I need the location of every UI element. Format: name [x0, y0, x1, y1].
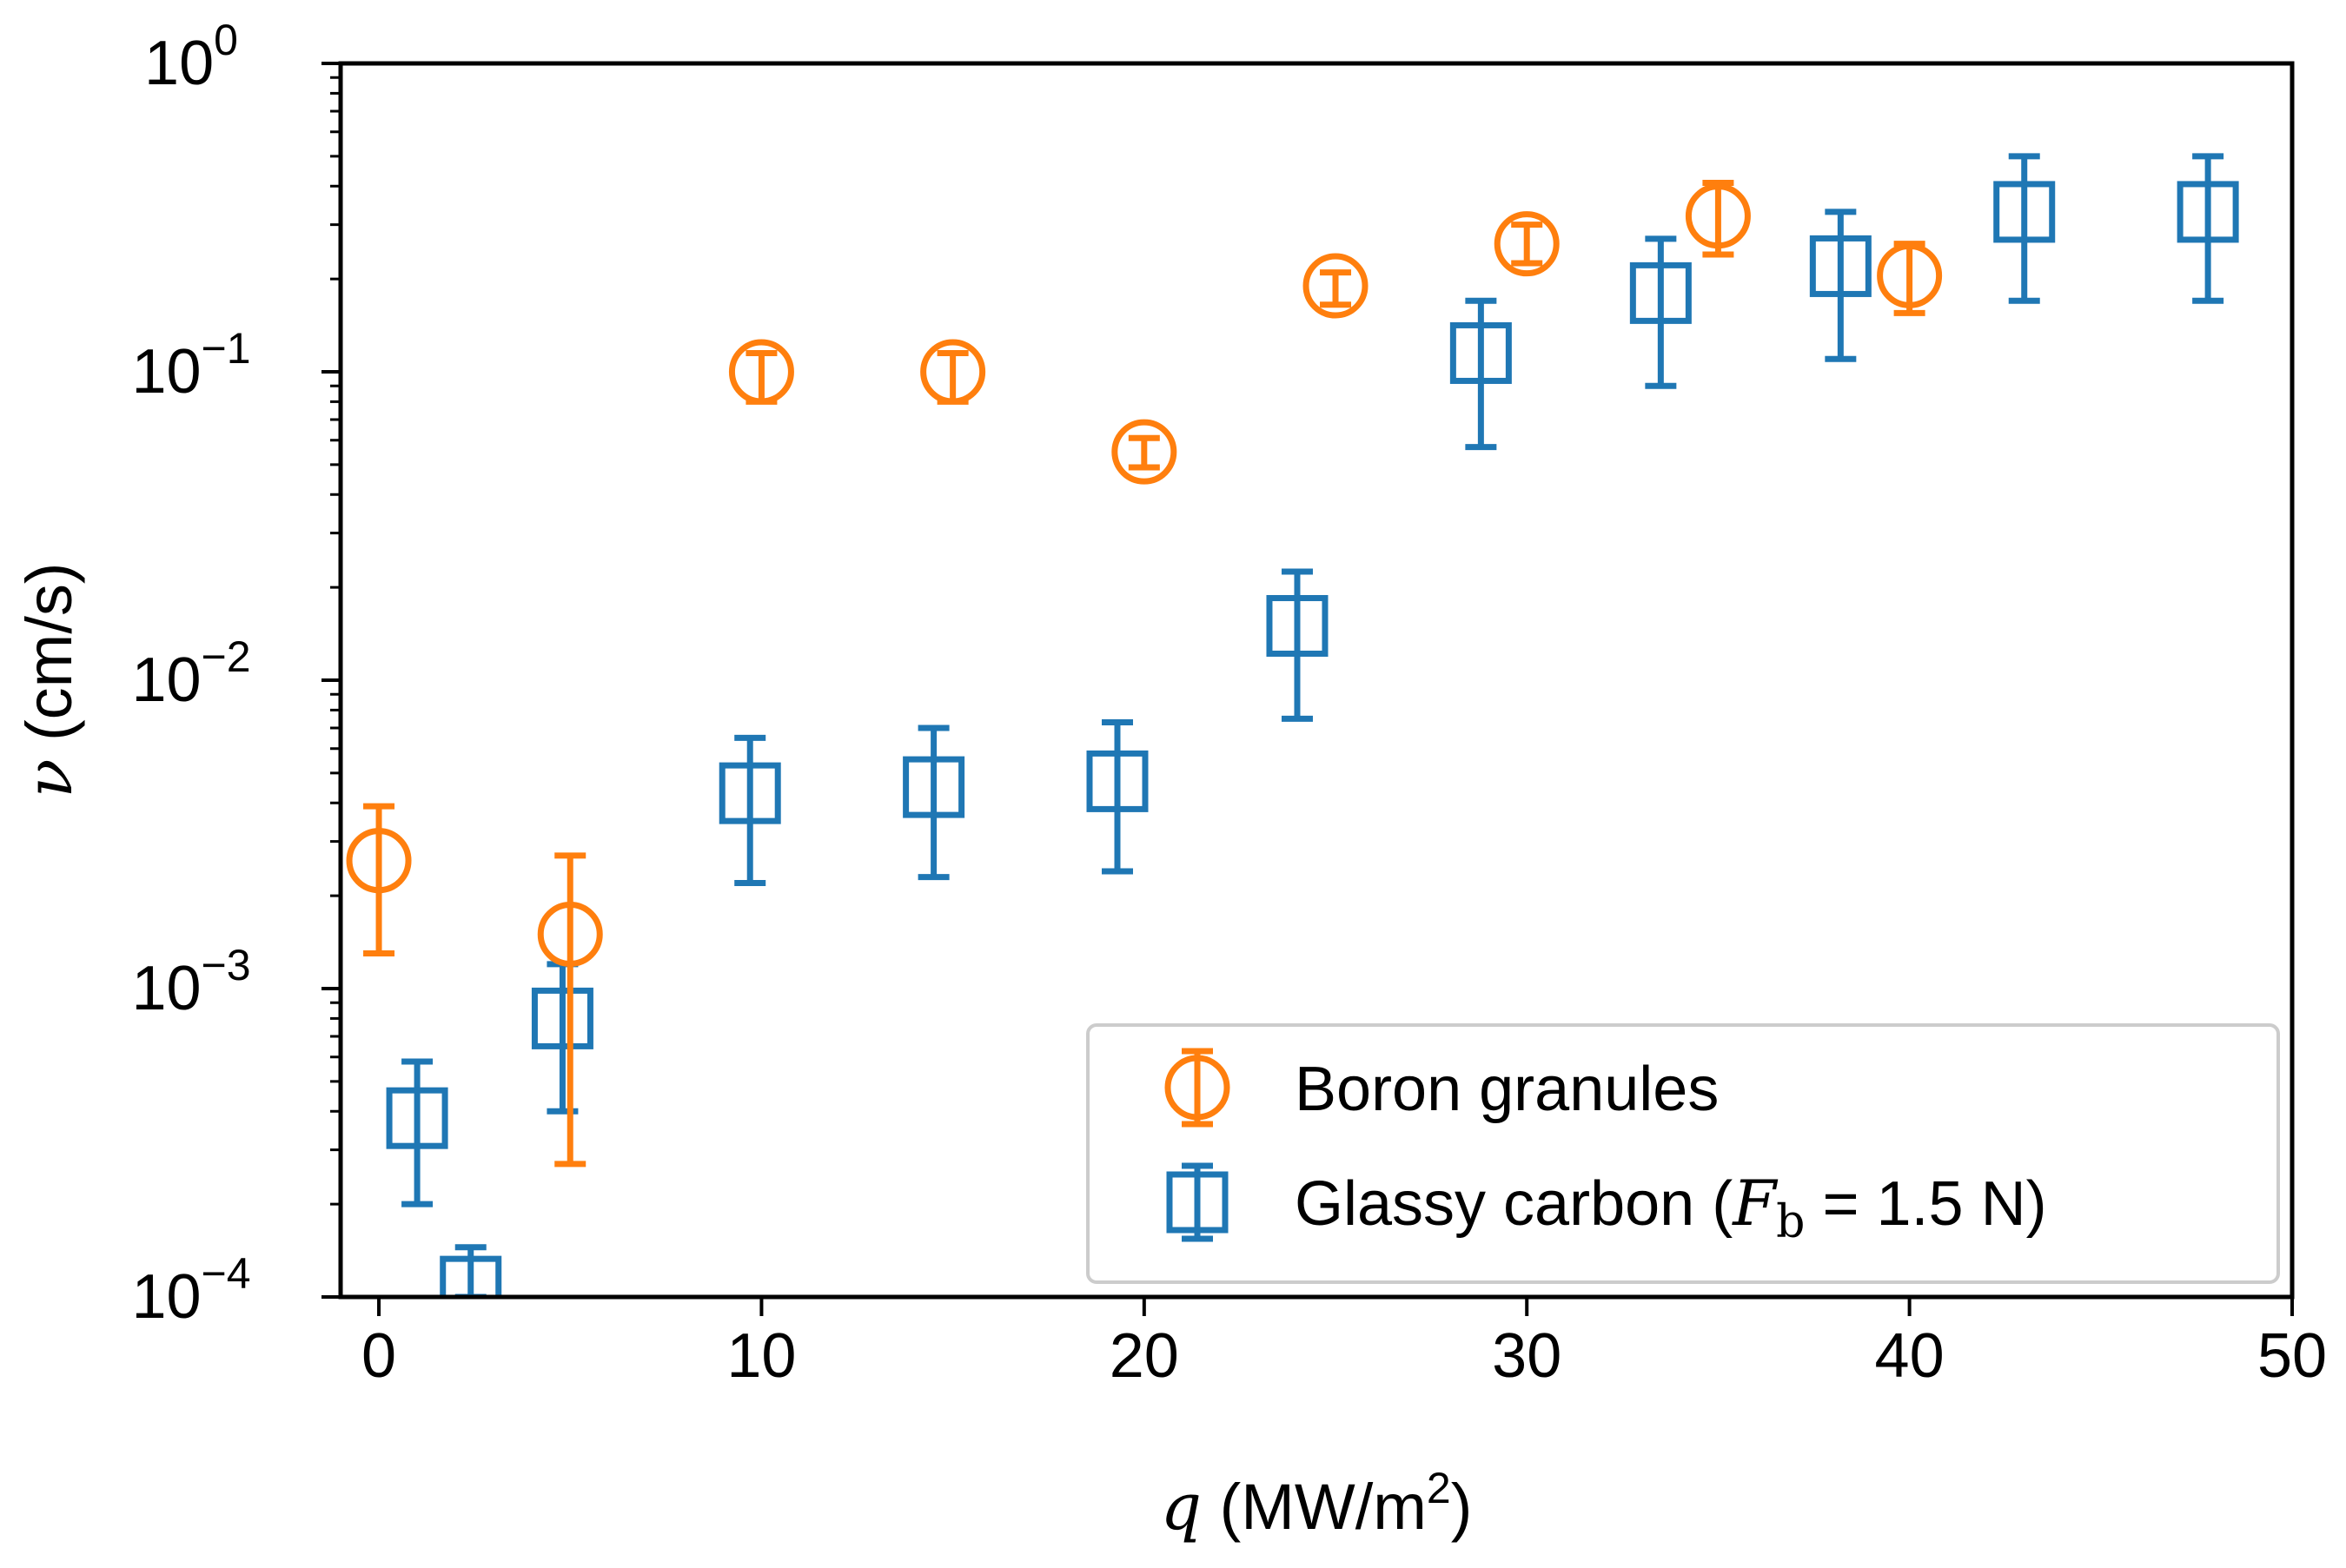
y-axis-label: ν (cm/s)	[12, 562, 87, 797]
x-axis-unit-close: )	[1451, 1471, 1473, 1543]
y-tick-label: 10−1	[131, 324, 250, 407]
data-point	[386, 1058, 448, 1207]
series-boron	[346, 179, 1943, 1168]
point-marker	[2177, 181, 2239, 243]
point-marker	[1877, 242, 1943, 308]
data-point	[1993, 153, 2056, 304]
point-marker	[1629, 261, 1692, 324]
x-tick-label: 10	[726, 1321, 796, 1391]
point-marker	[1266, 594, 1329, 657]
point-marker	[728, 339, 794, 405]
data-point	[1877, 241, 1943, 316]
point-marker	[537, 901, 603, 967]
data-point	[1086, 719, 1149, 875]
data-point	[1266, 568, 1329, 722]
point-marker	[1494, 211, 1560, 277]
x-tick-label: 40	[1875, 1321, 1945, 1391]
point-marker	[719, 762, 781, 824]
point-marker	[440, 1255, 502, 1297]
data-point	[1111, 419, 1177, 485]
point-marker	[1111, 419, 1177, 485]
data-point	[537, 852, 603, 1168]
y-tick-label: 100	[144, 16, 238, 98]
y-tick-label: 10−4	[131, 1249, 250, 1332]
legend-marker-glassy-carbon	[1166, 1162, 1229, 1242]
data-point	[1494, 211, 1560, 277]
series-glassy-carbon	[386, 153, 2239, 1297]
data-point	[1302, 253, 1368, 319]
data-point	[719, 734, 781, 886]
point-marker	[1809, 235, 1872, 297]
point-marker	[1685, 183, 1751, 249]
point-marker	[531, 987, 593, 1049]
legend-label-glassy-carbon: Glassy carbon (Fb = 1.5 N)	[1295, 1167, 2047, 1248]
x-axis-symbol: q	[1161, 1470, 1202, 1545]
data-point	[920, 339, 986, 405]
x-axis-unit: (MW/m	[1220, 1471, 1427, 1543]
point-marker	[386, 1087, 448, 1149]
x-tick-label: 50	[2257, 1321, 2327, 1391]
data-point	[1449, 297, 1512, 451]
data-point	[531, 961, 593, 1115]
data-point	[1809, 208, 1872, 362]
chart-marks	[346, 153, 2239, 1297]
y-tick-label: 10−3	[131, 941, 250, 1023]
data-point	[2177, 153, 2239, 304]
point-marker	[1993, 181, 2056, 243]
point-marker	[1086, 750, 1149, 812]
point-marker	[1449, 321, 1512, 384]
data-point	[1685, 179, 1751, 258]
data-point	[440, 1244, 502, 1297]
data-point	[903, 724, 965, 881]
point-marker	[346, 828, 412, 894]
data-point	[728, 339, 794, 405]
y-axis-unit: (cm/s)	[13, 562, 85, 741]
axis-ticks	[321, 62, 2294, 1316]
legend: Boron granules Glassy carbon (Fb = 1.5 N…	[1086, 1023, 2280, 1284]
y-axis-symbol: ν	[12, 759, 87, 798]
x-axis-unit-exponent: 2	[1427, 1464, 1451, 1512]
legend-box	[1086, 1023, 2280, 1284]
data-point	[346, 803, 412, 957]
point-marker	[903, 756, 965, 818]
point-marker	[920, 339, 986, 405]
point-marker	[1166, 1171, 1229, 1234]
point-marker	[1302, 253, 1368, 319]
axis-tick-labels: 0 10 20 30 40 50 10−4 10−3 10−2 10−1 100	[131, 16, 2327, 1391]
data-point	[1629, 235, 1692, 389]
x-tick-label: 30	[1492, 1321, 1561, 1391]
y-tick-label: 10−2	[131, 632, 250, 715]
legend-label-boron: Boron granules	[1295, 1055, 1719, 1124]
legend-marker-boron	[1164, 1048, 1230, 1128]
x-tick-label: 0	[361, 1321, 396, 1391]
x-tick-label: 20	[1110, 1321, 1179, 1391]
point-marker	[1164, 1055, 1230, 1121]
x-axis-label: q (MW/m2)	[1161, 1464, 1473, 1545]
